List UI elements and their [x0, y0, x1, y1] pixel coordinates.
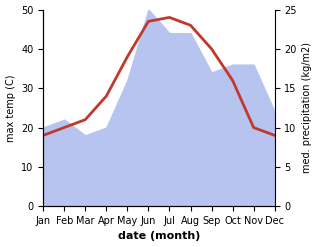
Y-axis label: max temp (C): max temp (C)	[5, 74, 16, 142]
X-axis label: date (month): date (month)	[118, 231, 200, 242]
Y-axis label: med. precipitation (kg/m2): med. precipitation (kg/m2)	[302, 42, 313, 173]
